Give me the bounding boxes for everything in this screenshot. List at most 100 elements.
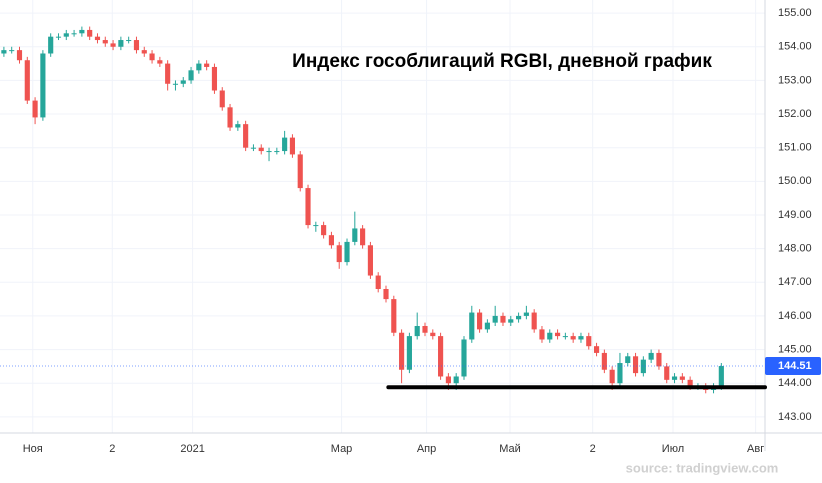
candle-body xyxy=(399,332,405,370)
candle-body xyxy=(469,312,475,340)
x-tick-label: Апр xyxy=(417,443,436,455)
y-tick-label: 145.00 xyxy=(778,343,812,355)
candle-body xyxy=(508,319,514,323)
candle-body xyxy=(593,346,600,353)
candle-body xyxy=(157,60,163,64)
y-tick-label: 154.00 xyxy=(778,41,812,53)
candle-body xyxy=(297,154,303,189)
candle-body xyxy=(227,107,233,128)
candle-body xyxy=(648,352,654,360)
last-price-label: 144.51 xyxy=(778,360,812,372)
candle-body xyxy=(141,50,147,54)
y-tick-label: 147.00 xyxy=(778,276,812,288)
candle-body xyxy=(625,356,631,364)
candle-body xyxy=(133,40,140,51)
candle-body xyxy=(523,312,529,316)
candle-body xyxy=(391,299,397,333)
x-tick-label: Авг xyxy=(747,443,764,455)
candle-body xyxy=(383,289,389,300)
candle-body xyxy=(430,332,436,337)
candle-body xyxy=(32,100,38,118)
candle-body xyxy=(172,83,179,85)
candle-body xyxy=(48,36,54,54)
candle-body xyxy=(16,50,23,61)
candle-body xyxy=(679,376,685,380)
candle-body xyxy=(211,66,218,91)
candle-body xyxy=(414,326,420,337)
candle-body xyxy=(609,369,615,384)
y-tick-label: 143.00 xyxy=(778,411,812,423)
candle-body xyxy=(367,245,373,276)
candle-body xyxy=(258,147,264,152)
candle-body xyxy=(422,326,428,333)
source-note: source: tradingview.com xyxy=(626,460,779,475)
x-tick-label: Июл xyxy=(662,443,684,455)
y-tick-label: 153.00 xyxy=(778,74,812,86)
candle-body xyxy=(9,50,15,52)
candle-body xyxy=(406,336,412,370)
candle-body xyxy=(562,336,568,338)
candle-body xyxy=(250,147,257,149)
candle-body xyxy=(188,70,194,81)
candle-body xyxy=(539,329,545,340)
candle-body xyxy=(79,29,85,34)
candle-body xyxy=(360,228,366,246)
candle-body xyxy=(500,315,506,323)
x-tick-label: 2021 xyxy=(180,443,204,455)
candle-body xyxy=(24,60,30,101)
candle-body xyxy=(102,40,108,44)
chart-title: Индекс гособлигаций RGBI, дневной график xyxy=(292,51,712,72)
candle-body xyxy=(687,379,693,387)
candle-body xyxy=(274,151,280,153)
candle-body xyxy=(266,151,272,153)
candle-body xyxy=(289,137,296,155)
candle-body xyxy=(321,225,327,236)
candle-body xyxy=(617,363,623,384)
candle-body xyxy=(640,359,646,374)
candle-body xyxy=(94,36,101,41)
candle-body xyxy=(632,356,639,374)
candle-body xyxy=(656,352,662,367)
y-tick-label: 150.00 xyxy=(778,175,812,187)
candle-body xyxy=(531,312,537,330)
candle-body xyxy=(438,336,444,377)
candle-body xyxy=(180,80,186,84)
candle-body xyxy=(196,63,202,71)
candle-body xyxy=(578,336,584,340)
y-tick-label: 146.00 xyxy=(778,310,812,322)
candle-body xyxy=(375,275,381,290)
candle-body xyxy=(63,33,69,37)
y-tick-label: 151.00 xyxy=(778,142,812,154)
y-tick-label: 149.00 xyxy=(778,209,812,221)
candle-body xyxy=(219,90,225,108)
candle-body xyxy=(1,50,7,54)
candle-body xyxy=(204,63,210,67)
candle-body xyxy=(461,339,467,377)
x-tick-label: Мар xyxy=(331,443,353,455)
candle-body xyxy=(718,366,724,387)
candle-body xyxy=(344,241,350,263)
y-tick-label: 152.00 xyxy=(778,108,812,120)
candle-body xyxy=(664,366,670,380)
x-tick-label: Май xyxy=(499,443,521,455)
candle-body xyxy=(149,53,155,61)
candle-body xyxy=(570,336,576,340)
candle-body xyxy=(586,336,592,347)
candle-body xyxy=(40,53,46,118)
candle-body xyxy=(243,124,249,148)
candle-body xyxy=(352,228,358,242)
candle-body xyxy=(328,235,334,246)
candle-body xyxy=(126,40,132,42)
candle-body xyxy=(554,332,561,337)
candle-body xyxy=(477,312,483,330)
candle-body xyxy=(71,33,77,35)
candle-body xyxy=(336,245,342,263)
x-tick-label: Ноя xyxy=(23,443,43,455)
y-tick-label: 144.00 xyxy=(778,377,812,389)
candle-body xyxy=(453,376,459,384)
candle-body xyxy=(313,225,319,227)
last-price-box xyxy=(765,357,821,376)
candle-body xyxy=(87,29,93,37)
candle-body xyxy=(516,315,522,320)
